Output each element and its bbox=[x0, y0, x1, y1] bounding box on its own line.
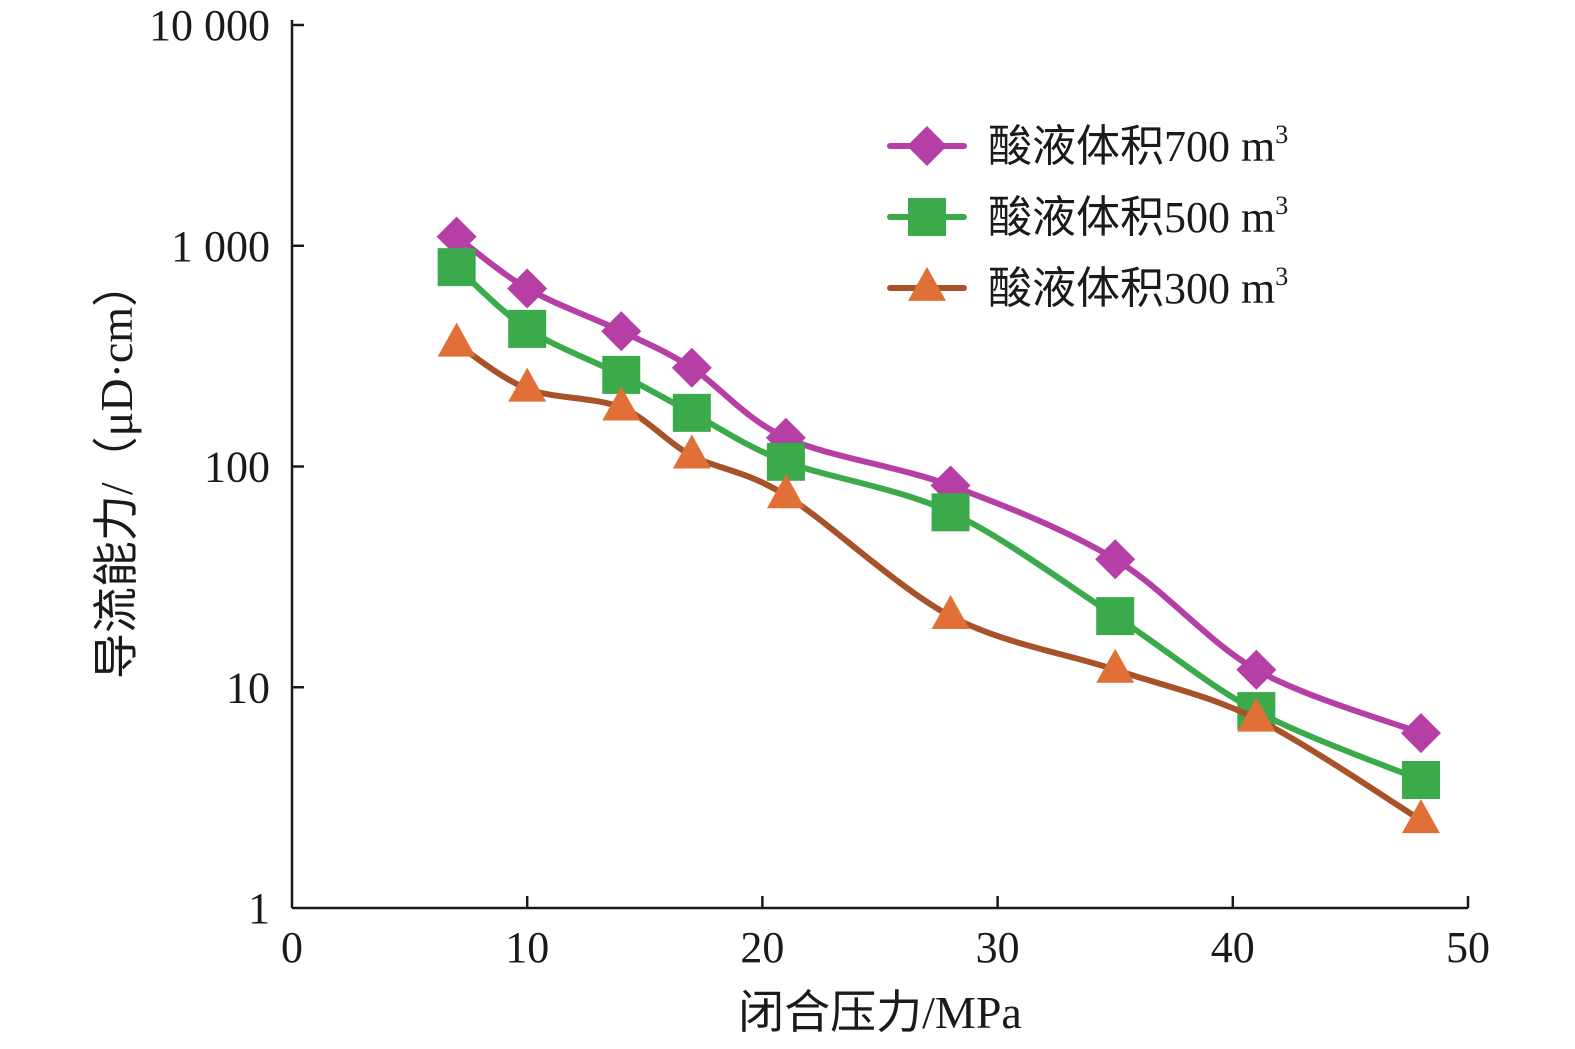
legend-item-0: 酸液体积700 m3 bbox=[887, 120, 1288, 171]
legend-label-superscript: 3 bbox=[1275, 191, 1288, 220]
data-point bbox=[508, 367, 547, 402]
x-tick-label: 50 bbox=[1446, 923, 1490, 972]
y-tick-label: 10 000 bbox=[149, 1, 270, 50]
data-point bbox=[672, 393, 711, 432]
series-line bbox=[453, 340, 1424, 824]
series-1 bbox=[437, 248, 1440, 800]
data-point bbox=[1096, 597, 1135, 636]
y-tick-label: 1 000 bbox=[171, 222, 270, 271]
x-axis-title: 闭合压力/MPa bbox=[738, 987, 1022, 1038]
series-0 bbox=[436, 216, 1441, 754]
data-point bbox=[1400, 713, 1441, 754]
legend-label-superscript: 3 bbox=[1275, 262, 1288, 291]
x-tick-labels: 0 10 20 30 40 50 bbox=[281, 923, 1490, 972]
data-point bbox=[1237, 697, 1276, 732]
legend-label: 酸液体积500 m3 bbox=[988, 191, 1288, 242]
data-point bbox=[437, 322, 476, 357]
legend-item-2: 酸液体积300 m3 bbox=[887, 262, 1288, 313]
data-point bbox=[508, 309, 547, 348]
x-tick-label: 20 bbox=[740, 923, 784, 972]
series-layer bbox=[436, 216, 1441, 834]
legend-marker bbox=[907, 126, 947, 166]
legend-label-text: 酸液体积300 m bbox=[988, 264, 1275, 313]
y-tick-label: 10 bbox=[226, 663, 270, 712]
x-tick-label: 0 bbox=[281, 923, 303, 972]
legend-label-superscript: 3 bbox=[1275, 120, 1288, 149]
data-point bbox=[672, 434, 711, 469]
series-line bbox=[453, 233, 1424, 737]
data-point bbox=[1095, 539, 1136, 580]
data-point bbox=[1236, 649, 1277, 690]
data-point bbox=[436, 216, 477, 257]
data-point bbox=[931, 595, 970, 630]
data-point bbox=[1096, 648, 1135, 683]
legend-label: 酸液体积700 m3 bbox=[988, 120, 1288, 171]
legend-label-text: 酸液体积700 m bbox=[988, 122, 1275, 171]
x-tick-label: 10 bbox=[505, 923, 549, 972]
data-point bbox=[1401, 761, 1440, 800]
legend-item-1: 酸液体积500 m3 bbox=[887, 191, 1288, 242]
data-point bbox=[437, 248, 476, 287]
data-point bbox=[1401, 799, 1440, 834]
data-point bbox=[671, 347, 712, 388]
data-point bbox=[601, 311, 642, 352]
data-point bbox=[602, 386, 641, 421]
x-tick-label: 40 bbox=[1211, 923, 1255, 972]
data-point bbox=[507, 268, 548, 309]
legend-marker bbox=[908, 266, 946, 301]
legend-label-text: 酸液体积500 m bbox=[988, 193, 1275, 242]
y-tick-label: 100 bbox=[204, 443, 270, 492]
y-tick-label: 1 bbox=[248, 884, 270, 933]
y-tick-labels: 1 10 100 1 000 10 000 bbox=[149, 1, 270, 933]
y-axis-title: 导流能力/（μD·cm） bbox=[91, 261, 142, 679]
legend-label: 酸液体积300 m3 bbox=[988, 262, 1288, 313]
series-2 bbox=[437, 322, 1440, 834]
data-point bbox=[766, 474, 805, 509]
axes bbox=[290, 20, 1468, 910]
legend-marker bbox=[908, 198, 946, 236]
ticks bbox=[292, 23, 1470, 908]
x-tick-label: 30 bbox=[976, 923, 1020, 972]
data-point bbox=[931, 493, 970, 532]
